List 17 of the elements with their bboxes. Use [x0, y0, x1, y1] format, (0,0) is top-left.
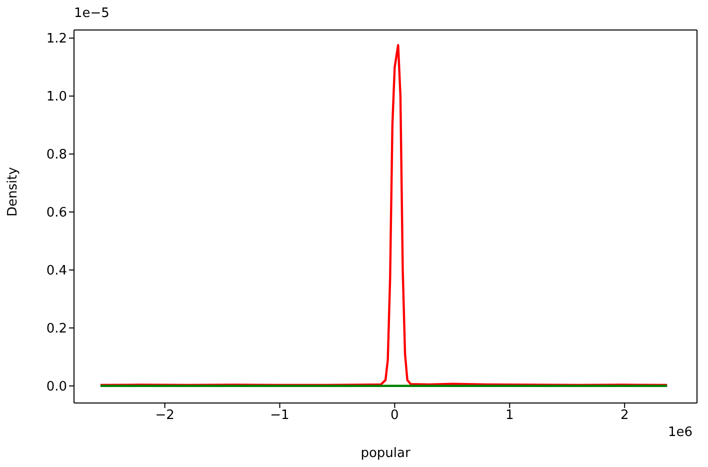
x-tick-label: 2 [620, 408, 629, 424]
y-tick-label: 0.6 [46, 206, 67, 221]
text: 1e6 [668, 425, 693, 440]
text: 1e−5 [74, 6, 110, 21]
y-tick-label: 1.2 [46, 32, 67, 47]
y-tick-label: 0.4 [46, 264, 67, 279]
y-tick-label: 0.8 [46, 148, 67, 163]
y-tick-label: 1.0 [46, 90, 67, 105]
line-series [99, 44, 668, 386]
x-tick-label: −2 [155, 408, 174, 424]
x-axis-title: popular [360, 446, 411, 461]
x-tick-label: 1 [506, 408, 514, 424]
y-axis-title: Density [6, 166, 21, 216]
y-tick-label: 0.2 [46, 322, 67, 337]
x-tick-label: −1 [270, 408, 290, 424]
x-tick-label: 0 [390, 408, 399, 424]
y-tick-label: 0.0 [46, 380, 67, 395]
